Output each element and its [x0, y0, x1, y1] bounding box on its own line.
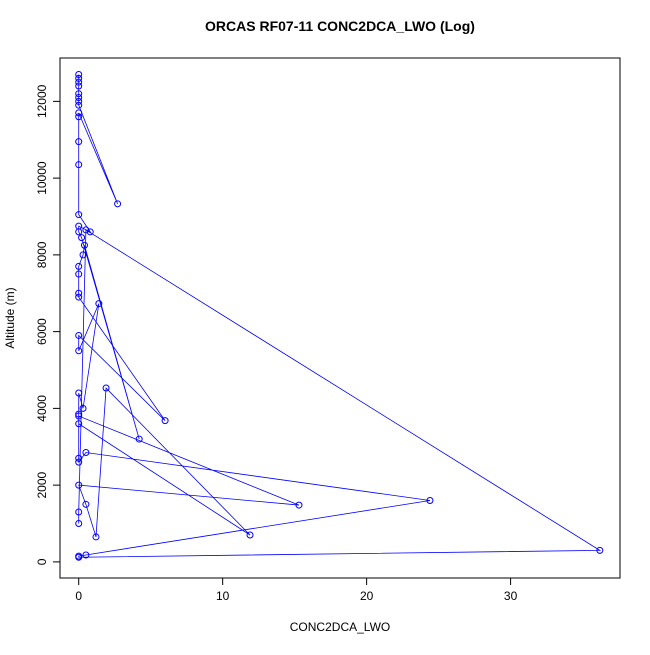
data-point	[75, 113, 83, 121]
data-point	[78, 234, 86, 242]
y-tick-label: 2000	[35, 471, 49, 498]
data-point	[246, 531, 254, 539]
data-point	[75, 138, 83, 146]
chart-title: ORCAS RF07-11 CONC2DCA_LWO (Log)	[205, 18, 475, 34]
data-point	[596, 546, 604, 554]
y-tick-label: 10000	[35, 161, 49, 195]
x-tick-label: 0	[75, 589, 82, 603]
data-point	[75, 228, 83, 236]
y-tick-label: 8000	[35, 241, 49, 268]
x-axis-label: CONC2DCA_LWO	[290, 620, 390, 634]
data-point	[135, 435, 143, 443]
data-point	[82, 226, 90, 234]
y-tick-label: 6000	[35, 318, 49, 345]
data-point	[82, 449, 90, 457]
data-point	[75, 410, 83, 418]
y-tick-label: 4000	[35, 395, 49, 422]
data-point	[75, 420, 83, 428]
data-point	[75, 270, 83, 278]
data-point	[75, 293, 83, 301]
data-point	[75, 331, 83, 339]
data-point	[102, 384, 110, 392]
y-tick-label: 12000	[35, 84, 49, 118]
data-point	[114, 200, 122, 208]
y-tick-label: 0	[35, 558, 49, 565]
data-point	[75, 101, 83, 109]
data-point	[75, 161, 83, 169]
x-tick-label: 10	[216, 589, 230, 603]
data-point	[75, 211, 83, 219]
y-axis-label: Altitude (m)	[3, 287, 17, 348]
data-point	[75, 520, 83, 528]
data-point	[75, 94, 83, 102]
data-point	[426, 496, 434, 504]
x-tick-label: 30	[504, 589, 518, 603]
data-point	[80, 241, 88, 249]
data-point	[75, 109, 83, 117]
data-point	[95, 300, 103, 308]
data-point	[75, 78, 83, 86]
data-point	[75, 454, 83, 462]
data-point	[75, 82, 83, 90]
plot-frame	[59, 57, 621, 579]
data-point	[75, 412, 83, 420]
x-tick-label: 20	[360, 589, 374, 603]
data-point	[75, 262, 83, 270]
data-point	[92, 533, 100, 541]
data-point	[75, 389, 83, 397]
data-point	[82, 551, 90, 559]
data-point	[295, 501, 303, 509]
data-point	[75, 458, 83, 466]
data-point	[79, 404, 87, 412]
data-point	[161, 417, 169, 425]
data-point	[86, 228, 94, 236]
data-point	[75, 90, 83, 98]
data-point	[79, 251, 87, 259]
data-point	[75, 481, 83, 489]
data-point	[75, 553, 83, 561]
data-point	[82, 500, 90, 508]
data-point	[75, 347, 83, 355]
data-line	[78, 74, 602, 558]
data-point	[75, 289, 83, 297]
data-point	[75, 508, 83, 516]
data-point	[75, 74, 83, 82]
data-point	[75, 71, 83, 79]
data-point	[75, 97, 83, 105]
